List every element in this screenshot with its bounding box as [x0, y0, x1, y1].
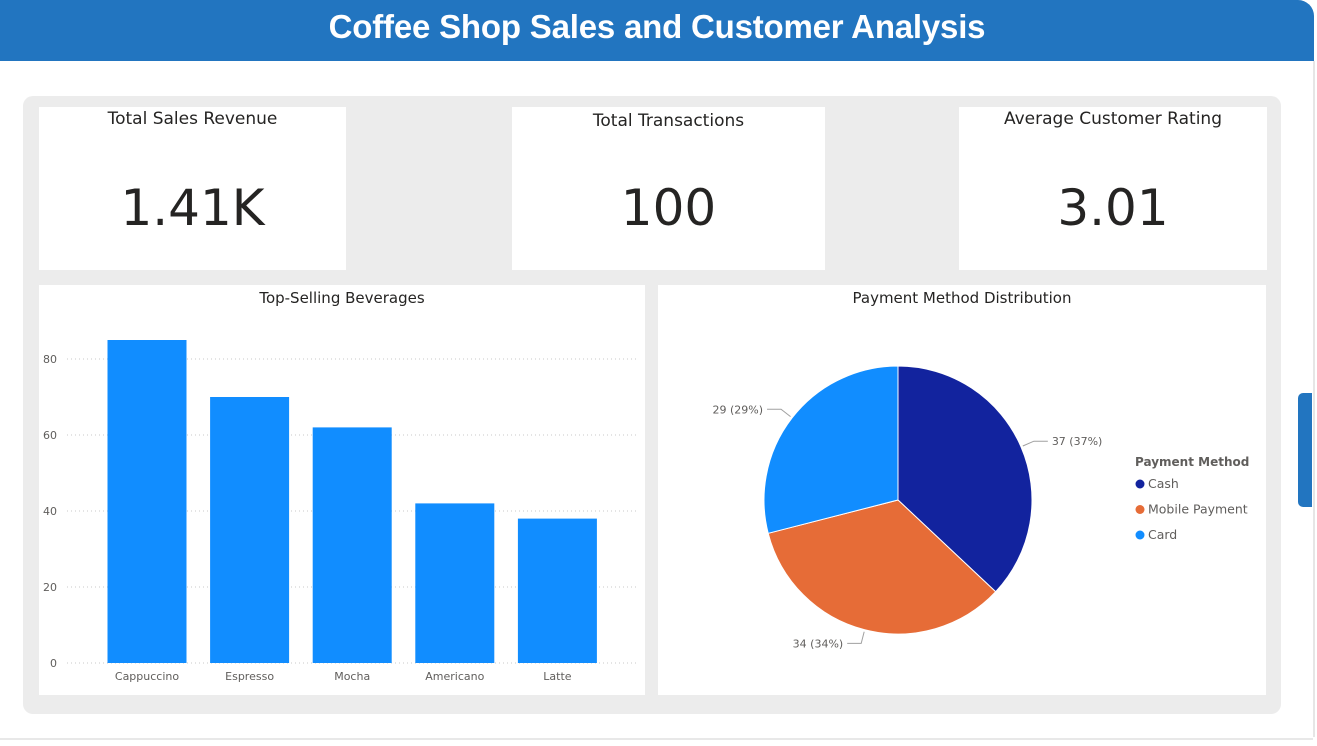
data-label-leader [1022, 440, 1048, 447]
bar[interactable] [107, 340, 187, 663]
legend-marker [1135, 479, 1145, 489]
kpi-label: Total Transactions [592, 111, 745, 131]
kpi-label: Total Sales Revenue [107, 109, 278, 129]
x-tick-label: Mocha [334, 670, 370, 683]
kpi-card-sales-revenue[interactable]: Total Sales Revenue 1.41K [39, 107, 346, 270]
bar[interactable] [517, 518, 597, 663]
scrollbar-handle[interactable] [1298, 393, 1312, 507]
pie-slice[interactable] [897, 365, 1033, 593]
legend-item[interactable]: Card [1148, 527, 1177, 542]
bar[interactable] [312, 427, 392, 663]
x-tick-label: Latte [543, 670, 571, 683]
bar-chart: 0 20 40 60 80 Cappuccino Espresso Mocha American… [43, 340, 639, 683]
x-tick-label: Americano [425, 670, 484, 683]
bar[interactable] [415, 503, 495, 663]
data-label-leader [847, 631, 865, 644]
kpi-card-customer-rating[interactable]: Average Customer Rating 3.01 [959, 107, 1267, 270]
kpi-label: Average Customer Rating [1003, 109, 1222, 129]
y-tick-label: 20 [43, 581, 57, 594]
legend-marker [1135, 530, 1145, 540]
report-header: Coffee Shop Sales and Customer Analysis [0, 0, 1314, 61]
legend-marker [1135, 505, 1145, 514]
y-tick-label: 40 [43, 505, 57, 518]
x-tick-label: Cappuccino [115, 670, 179, 683]
kpi-value: 100 [620, 179, 717, 237]
kpi-value: 1.41K [120, 179, 265, 237]
pie-chart-card[interactable]: Payment Method Distribution 37 (37%) 34 (… [658, 285, 1266, 695]
kpi-value: 3.01 [1057, 179, 1169, 237]
kpi-card-transactions[interactable]: Total Transactions 100 [512, 107, 825, 270]
data-label: 29 (29%) [713, 403, 764, 416]
y-tick-label: 60 [43, 429, 57, 442]
bar[interactable] [210, 397, 290, 663]
pie-chart: 37 (37%) 34 (34%) 29 (29%) Payment Method Ca… [713, 365, 1249, 650]
page-title: Coffee Shop Sales and Customer Analysis [328, 8, 986, 45]
y-tick-label: 0 [50, 657, 57, 670]
legend-item[interactable]: Cash [1148, 476, 1179, 491]
bottom-divider [0, 738, 1313, 740]
page-edge [1313, 61, 1315, 737]
y-tick-label: 80 [43, 353, 57, 366]
chart-title: Payment Method Distribution [852, 289, 1072, 307]
x-tick-label: Espresso [225, 670, 274, 683]
pie-slice[interactable] [767, 499, 997, 635]
data-label: 34 (34%) [793, 637, 844, 650]
legend-title: Payment Method [1135, 455, 1249, 469]
data-label: 37 (37%) [1052, 435, 1103, 448]
legend-item[interactable]: Mobile Payment [1148, 502, 1248, 517]
bar-chart-card[interactable]: Top-Selling Beverages 0 20 40 60 80 Cappuccin… [39, 285, 645, 695]
data-label-leader [767, 408, 791, 418]
chart-title: Top-Selling Beverages [259, 289, 425, 307]
pie-slice[interactable] [763, 365, 899, 534]
